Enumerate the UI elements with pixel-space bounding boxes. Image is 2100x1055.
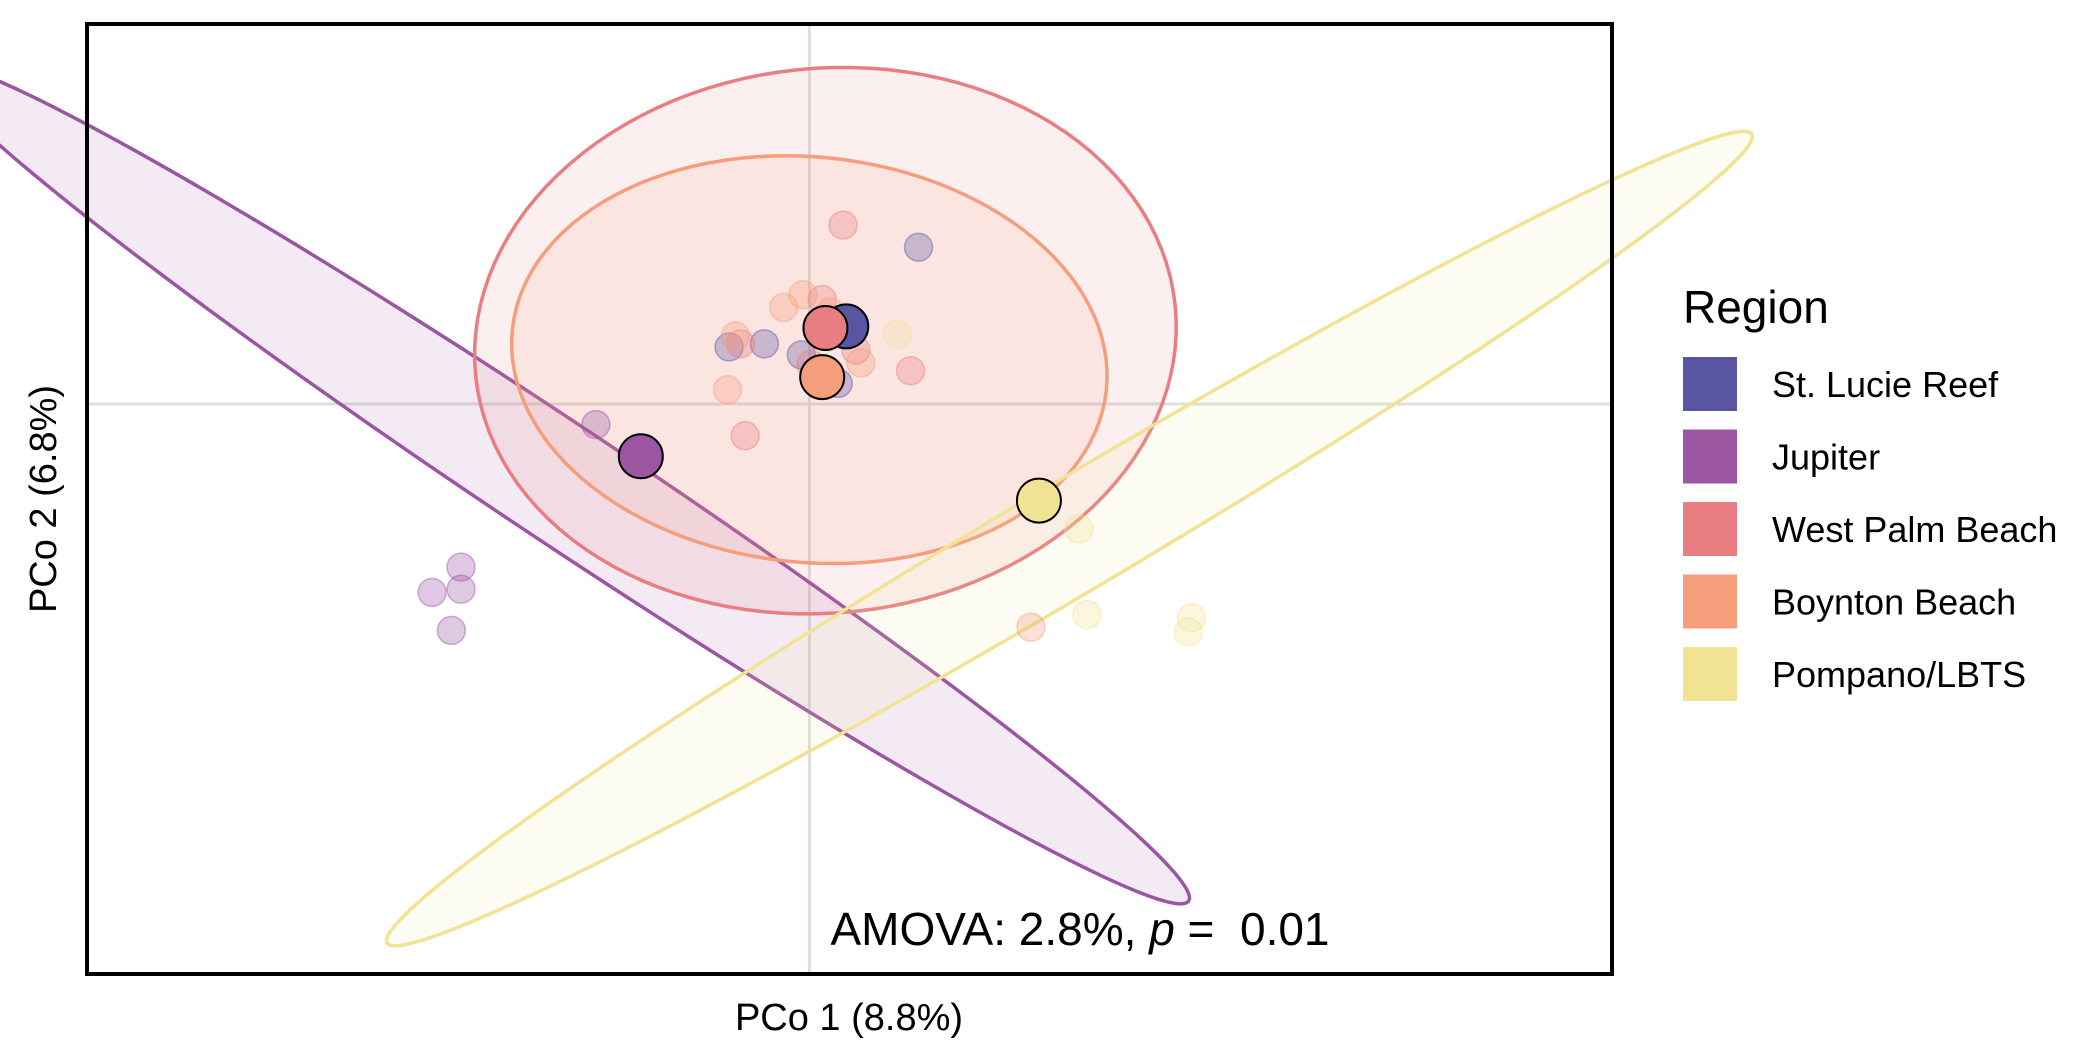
ellipse-layer (0, 65, 1755, 948)
point-jupiter-4 (446, 574, 476, 604)
amova-prefix: AMOVA: 2.8%, (830, 903, 1149, 955)
point-boynton-beach-5 (845, 348, 876, 378)
legend-label-pompano-lbts: Pompano/LBTS (1772, 654, 2026, 695)
point-boynton-beach-4 (712, 375, 743, 405)
point-pompano-lbts-1 (1064, 514, 1094, 544)
point-pompano-lbts-3 (1176, 603, 1207, 633)
centroid-pompano-lbts (1015, 477, 1062, 524)
centroid-boynton-beach (799, 354, 846, 401)
centroid-layer (617, 303, 1062, 524)
legend-swatch-west-palm-beach (1683, 502, 1737, 556)
point-jupiter-5 (436, 615, 467, 646)
centroid-west-palm-beach (802, 305, 849, 351)
point-jupiter-1 (581, 409, 611, 440)
legend-label-west-palm-beach: West Palm Beach (1772, 509, 2057, 550)
point-pompano-lbts-5 (882, 319, 913, 350)
point-st-lucie-reef-3 (714, 332, 744, 362)
point-west-palm-beach-3 (895, 356, 926, 386)
point-boynton-beach-1 (768, 292, 799, 323)
legend-swatch-pompano-lbts (1683, 647, 1737, 701)
point-jupiter-3 (417, 577, 447, 608)
point-st-lucie-reef-1 (903, 232, 934, 262)
point-west-palm-beach-1 (828, 210, 858, 240)
point-boynton-beach-2 (788, 280, 818, 310)
point-pompano-lbts-2 (1072, 599, 1102, 630)
legend: St. Lucie Reef Jupiter West Palm Beach Boyn… (1683, 357, 2057, 701)
legend-swatch-boynton-beach (1683, 574, 1737, 629)
centroid-jupiter (617, 433, 664, 480)
amova-annotation: AMOVA: 2.8%, p = 0.01 (830, 903, 1329, 955)
point-west-palm-beach-4 (730, 420, 760, 451)
legend-label-boynton-beach: Boynton Beach (1772, 582, 2016, 623)
y-axis-label: PCo 2 (6.8%) (23, 385, 65, 613)
point-boynton-beach-3 (720, 321, 751, 351)
point-jupiter-2 (446, 552, 476, 582)
legend-title: Region (1683, 281, 1829, 333)
amova-p-symbol: p (1147, 903, 1175, 955)
point-st-lucie-reef-2 (749, 329, 780, 359)
amova-p-value: = 0.01 (1175, 903, 1330, 955)
legend-swatch-st-lucie-reef (1683, 357, 1737, 411)
point-boynton-beach-7 (1016, 612, 1046, 642)
legend-label-st-lucie-reef: St. Lucie Reef (1772, 364, 1999, 405)
ellipse-jupiter (0, 79, 1192, 906)
x-axis-label: PCo 1 (8.8%) (735, 997, 963, 1039)
plot-frame (85, 22, 1614, 976)
legend-swatch-jupiter (1683, 429, 1737, 484)
legend-label-jupiter: Jupiter (1772, 437, 1880, 478)
point-pompano-lbts-4 (1173, 617, 1203, 647)
point-west-palm-beach-2 (725, 329, 756, 359)
ellipse-pompano-lbts (384, 129, 1755, 948)
